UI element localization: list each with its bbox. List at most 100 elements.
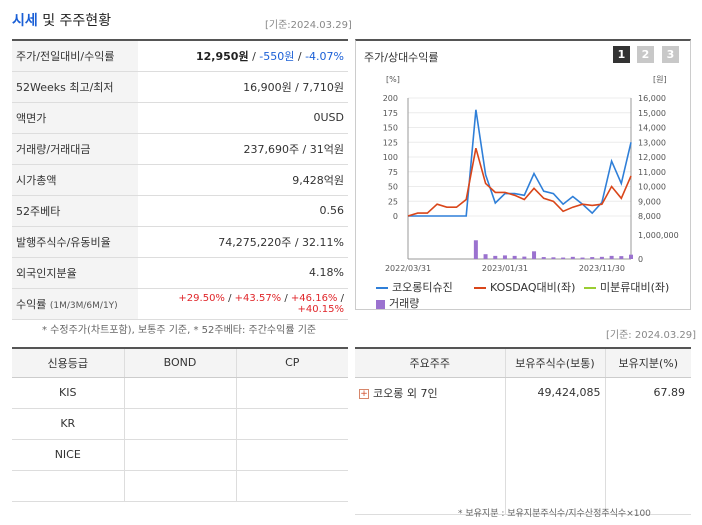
quote-value: 0USD [138,102,348,134]
volume-bar [609,255,614,259]
quote-table: 주가/전일대비/수익률 12,950원 / -550원 / -4.07% 52W… [12,39,348,320]
y-tick-left: 150 [383,124,398,133]
legend-volume: 거래량 [376,295,419,311]
x-tick: 2023/01/31 [482,264,528,273]
y-tick-right: 10,000 [638,183,666,192]
y-tick-right: 8,000 [638,212,661,221]
quote-row: 액면가 0USD [12,102,348,134]
volume-bar [561,257,566,259]
credit-header: CP [235,348,348,378]
credit-agency: KR [12,408,124,440]
holders-date: [기준: 2024.03.29] [606,330,697,341]
quote-value: 4.18% [138,257,348,289]
volume-bar [599,256,604,259]
quote-date: [기준:2024.03.29] [265,20,352,31]
quote-value: 0.56 [138,195,348,227]
chart-page-2[interactable]: 2 [637,46,654,63]
volume-bar [483,254,488,259]
holders-header-row: 주요주주 보유주식수(보통) 보유지분(%) [355,348,691,378]
legend-price: 코오롱티슈진 [376,279,453,295]
chart-page-3[interactable]: 3 [662,46,679,63]
holders-header: 보유지분(%) [604,348,691,378]
chart-title: 주가/상대수익률 [364,51,439,64]
price-line [408,109,632,217]
quote-row: 시가총액 9,428억원 [12,164,348,196]
volume-bar [580,257,585,259]
volume-bar [541,257,546,259]
holder-pct: 67.89 [604,377,691,408]
title-rest: 및 주주현황 [42,13,112,29]
chart-page-1[interactable]: 1 [613,46,630,63]
quote-value: 16,900원 / 7,710원 [138,71,348,103]
volume-bar [629,254,633,259]
quote-row: 52주베타 0.56 [12,195,348,227]
quote-row: 외국인지분율 4.18% [12,257,348,289]
volume-bar [551,257,556,259]
table-row [12,470,348,502]
y-tick-left: 125 [383,138,398,147]
holders-header: 주요주주 [355,348,505,378]
right-unit: [원] [653,75,667,84]
volume-bar [590,257,595,259]
quote-label: 외국인지분율 [12,257,138,289]
quote-label: 시가총액 [12,164,138,196]
quote-note: * 수정주가(차트포함), 보통주 기준, * 52주베타: 주간수익률 기준 [42,325,317,336]
quote-label: 52Weeks 최고/최저 [12,71,138,103]
return-1m: +29.50% [178,292,225,304]
credit-header-row: 신용등급 BOND CP [12,348,348,378]
credit-header: 신용등급 [12,348,124,378]
return-3m: +43.57% [234,292,282,304]
y-tick-left: 50 [388,183,398,192]
change-value: -550원 [259,49,295,63]
table-row: NICE [12,439,348,471]
y-tick-left: 25 [388,197,398,206]
quote-label: 주가/전일대비/수익률 [12,40,138,72]
volume-bar [522,256,527,259]
quote-row: 거래량/거래대금 237,690주 / 31억원 [12,133,348,165]
volume-tick: 1,000,000 [638,231,679,240]
y-tick-right: 16,000 [638,94,666,103]
legend-misc: 미분류대비(좌) [584,279,669,295]
volume-bar [493,255,498,259]
left-unit: [%] [386,75,400,84]
table-row: + 코오롱 외 7인 49,424,085 67.89 [355,377,691,408]
quote-value: 74,275,220주 / 32.11% [138,226,348,258]
shareholders-table: 주요주주 보유주식수(보통) 보유지분(%) + 코오롱 외 7인 49,424,… [355,347,691,515]
x-tick: 2022/03/31 [385,264,431,273]
quote-label: 발행주식수/유동비율 [12,226,138,258]
price-chart: [%] [원] 200 16,000 175 15,000 150 14,000 125 13… [383,75,679,273]
x-tick: 2023/11/30 [579,264,625,273]
y-tick-left: 175 [383,109,398,118]
kosdaq-line [407,147,632,217]
legend-kosdaq: KOSDAQ대비(좌) [474,279,575,295]
volume-tick: 0 [638,255,643,264]
expand-icon[interactable]: + [359,388,369,399]
y-tick-right: 11,000 [638,168,666,177]
quote-value: 237,690주 / 31억원 [138,133,348,165]
y-tick-left: 0 [393,212,398,221]
y-tick-right: 9,000 [638,197,661,206]
quote-label: 거래량/거래대금 [12,133,138,165]
volume-bar [570,256,575,259]
holders-note: * 보유지분 : 보유지분주식수/지수산정주식수×100 [458,509,651,519]
quote-label: 52주베타 [12,195,138,227]
y-tick-left: 75 [388,168,398,177]
holder-shares: 49,424,085 [504,377,605,408]
quote-label: 수익률 [16,297,47,311]
quote-label-sub: (1M/3M/6M/1Y) [49,300,118,311]
credit-header: BOND [123,348,236,378]
credit-agency: KIS [12,377,124,409]
y-tick-right: 14,000 [638,124,666,133]
credit-rating-table: 신용등급 BOND CP KIS KR NICE [12,347,348,502]
credit-agency: NICE [12,439,124,471]
quote-row: 발행주식수/유동비율 74,275,220주 / 32.11% [12,226,348,258]
holder-name[interactable]: 코오롱 외 7인 [373,386,438,400]
holders-header: 보유주식수(보통) [504,348,605,378]
volume-bar [512,255,517,259]
y-tick-right: 15,000 [638,109,666,118]
section-title: 시세 및 주주현황 [12,10,111,30]
quote-value: 9,428억원 [138,164,348,196]
return-1y: +40.15% [297,303,344,315]
volume-bar [473,240,478,259]
quote-row-returns: 수익률 (1M/3M/6M/1Y) +29.50% / +43.57% / +4… [12,288,348,320]
